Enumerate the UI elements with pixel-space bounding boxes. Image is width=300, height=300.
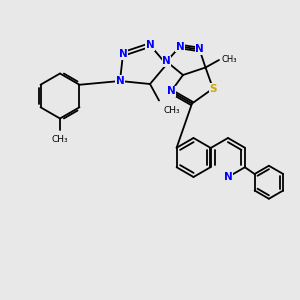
Text: N: N (176, 41, 184, 52)
Text: N: N (195, 44, 204, 55)
Text: N: N (118, 49, 127, 59)
Text: S: S (209, 83, 217, 94)
Text: N: N (167, 86, 176, 97)
Text: N: N (146, 40, 154, 50)
Text: CH₃: CH₃ (222, 56, 238, 64)
Text: CH₃: CH₃ (164, 106, 180, 115)
Text: N: N (224, 172, 232, 182)
Text: N: N (162, 56, 171, 67)
Text: N: N (116, 76, 124, 86)
Text: CH₃: CH₃ (52, 135, 68, 144)
